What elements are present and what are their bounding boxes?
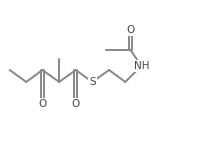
Text: NH: NH: [134, 61, 149, 71]
Text: S: S: [89, 77, 96, 87]
Text: O: O: [38, 99, 46, 109]
Text: O: O: [126, 25, 134, 35]
Text: O: O: [72, 99, 80, 109]
